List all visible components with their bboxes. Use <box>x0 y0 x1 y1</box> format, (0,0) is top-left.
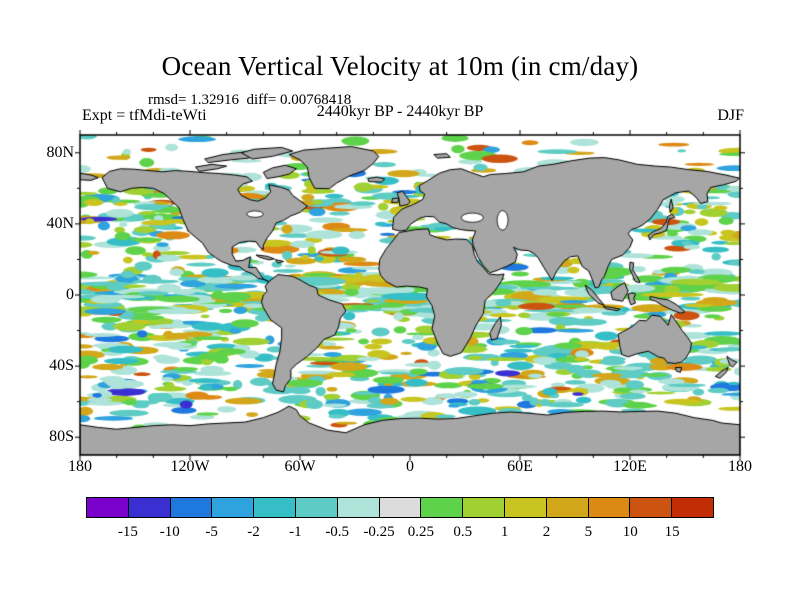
colorbar-tick-label: -0.5 <box>325 524 350 540</box>
lon-tick-label: 120E <box>613 458 647 475</box>
colorbar <box>86 497 714 518</box>
colorbar-tick-label: -10 <box>159 524 180 540</box>
colorbar-cell <box>87 498 129 517</box>
world-map-canvas <box>75 130 745 460</box>
colorbar-cell <box>295 498 338 517</box>
chart-title: Ocean Vertical Velocity at 10m (in cm/da… <box>161 51 639 81</box>
lat-tick-label: 0 <box>66 286 74 303</box>
colorbar-tick-label: 2 <box>542 524 551 540</box>
colorbar-tick-label: 10 <box>622 524 638 540</box>
lon-tick-label: 120W <box>170 458 210 475</box>
lat-tick-label: 40N <box>46 214 74 232</box>
colorbar-cell <box>504 498 547 517</box>
lon-tick-label: 180 <box>728 458 752 475</box>
colorbar-cell <box>463 498 505 517</box>
lat-tick-label: 40S <box>49 357 74 375</box>
colorbar-tick-label: 0.5 <box>453 524 473 540</box>
colorbar-cell <box>588 498 631 517</box>
season-label: DJF <box>717 107 744 124</box>
colorbar-cell <box>212 498 255 517</box>
colorbar-cell <box>421 498 464 517</box>
lat-tick-label: 80N <box>46 143 74 161</box>
period-label: 2440kyr BP - 2440kyr BP <box>316 103 484 120</box>
lon-tick-label: 180 <box>68 458 92 475</box>
lat-tick-label: 80S <box>49 428 74 446</box>
colorbar-tick-label: -0.25 <box>363 524 395 540</box>
colorbar-tick-label: 15 <box>664 524 680 540</box>
colorbar-cell <box>379 498 422 517</box>
colorbar-tick-label: -2 <box>247 524 260 540</box>
colorbar-tick-label: 0.25 <box>407 524 435 540</box>
colorbar-cell <box>254 498 296 517</box>
experiment-label: Expt = tfMdi-teWti <box>82 107 207 124</box>
colorbar-tick-label: -1 <box>289 524 302 540</box>
lon-tick-label: 60E <box>507 458 533 475</box>
colorbar-cell <box>128 498 171 517</box>
colorbar-cell <box>630 498 673 517</box>
colorbar-cell <box>337 498 380 517</box>
colorbar-cell <box>672 498 713 517</box>
lon-tick-label: 60W <box>284 458 316 475</box>
colorbar-tick-label: 1 <box>500 524 509 540</box>
stats-line: rmsd= 1.32916 diff= 0.00768418 <box>148 92 352 108</box>
colorbar-tick-label: -5 <box>205 524 218 540</box>
colorbar-tick-label: 5 <box>584 524 593 540</box>
colorbar-tick-label: -15 <box>117 524 138 540</box>
lon-tick-label: 0 <box>406 458 414 475</box>
colorbar-cell <box>170 498 213 517</box>
colorbar-cell <box>546 498 589 517</box>
